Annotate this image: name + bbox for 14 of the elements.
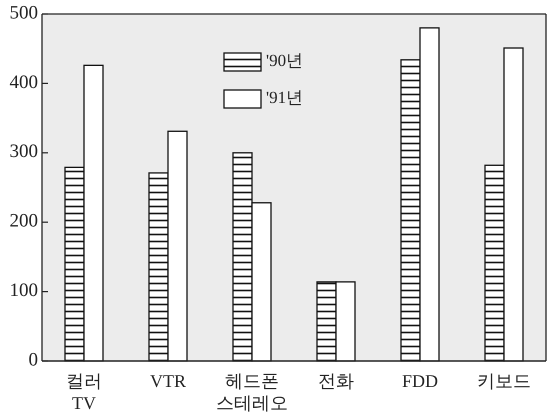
legend-label: '90년 — [266, 50, 304, 70]
legend-label: '91년 — [266, 88, 304, 107]
y-tick-label: 0 — [28, 349, 38, 370]
y-tick-label: 300 — [10, 141, 38, 162]
x-tick-label: 전화 — [318, 371, 354, 391]
x-tick-label: 컬러 TV — [66, 371, 102, 413]
y-tick-label: 200 — [10, 210, 38, 232]
y-tick-label: 400 — [10, 72, 38, 93]
y-tick-label: 100 — [10, 280, 38, 301]
y-tick-label: 500 — [10, 2, 38, 24]
x-tick-label: FDD — [402, 371, 438, 391]
x-tick-label: 키보드 — [477, 371, 531, 391]
x-tick-label: 헤드폰 스테레오 — [216, 371, 288, 413]
x-tick-label: VTR — [150, 371, 186, 391]
